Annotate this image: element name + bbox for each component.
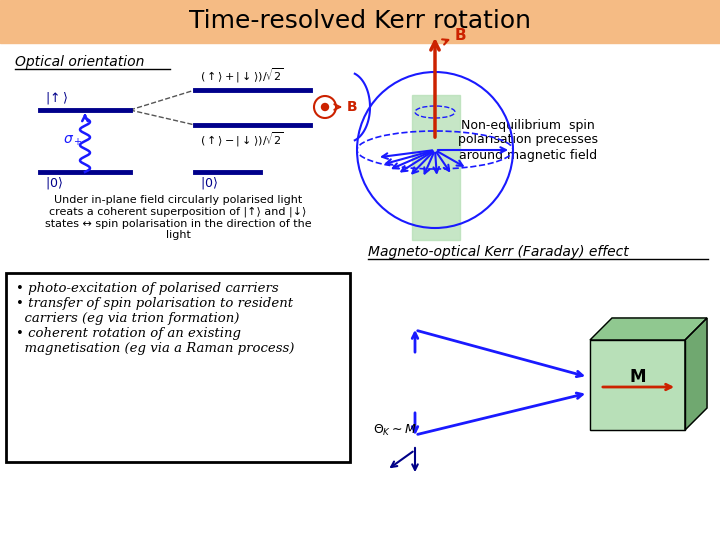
Text: B: B (347, 100, 358, 114)
Text: $|0\rangle$: $|0\rangle$ (200, 175, 218, 191)
Text: $|\!\uparrow\rangle$: $|\!\uparrow\rangle$ (45, 90, 68, 106)
Text: $\sigma_+$: $\sigma_+$ (63, 134, 83, 148)
Bar (0, 0, 720, 43)
Text: $(\uparrow\rangle+|\downarrow\rangle)/\sqrt{2}$: $(\uparrow\rangle+|\downarrow\rangle)/\s… (200, 66, 284, 85)
Text: M: M (629, 368, 646, 386)
Polygon shape (685, 318, 707, 430)
Text: $\Theta_K\sim M$: $\Theta_K\sim M$ (373, 422, 417, 437)
Text: Time-resolved Kerr rotation: Time-resolved Kerr rotation (189, 9, 531, 33)
Bar (590, 340, 685, 430)
Text: B: B (455, 29, 467, 44)
FancyBboxPatch shape (6, 273, 350, 462)
Bar (590, 340, 685, 430)
Text: Under in-plane field circularly polarised light
creats a coherent superposition : Under in-plane field circularly polarise… (45, 195, 311, 240)
Text: • photo-excitation of polarised carriers
• transfer of spin polarisation to resi: • photo-excitation of polarised carriers… (16, 282, 294, 355)
Text: $|0\rangle$: $|0\rangle$ (45, 175, 63, 191)
Text: Non-equilibrium  spin
polarisation precesses
around magnetic field: Non-equilibrium spin polarisation preces… (458, 118, 598, 161)
Text: Magneto-optical Kerr (Faraday) effect: Magneto-optical Kerr (Faraday) effect (368, 245, 629, 259)
Text: Optical orientation: Optical orientation (15, 55, 145, 69)
Polygon shape (590, 318, 707, 340)
Circle shape (322, 104, 328, 111)
Text: $(\uparrow\rangle-|\downarrow\rangle)/\sqrt{2}$: $(\uparrow\rangle-|\downarrow\rangle)/\s… (200, 130, 284, 148)
Bar (412, 95, 460, 240)
